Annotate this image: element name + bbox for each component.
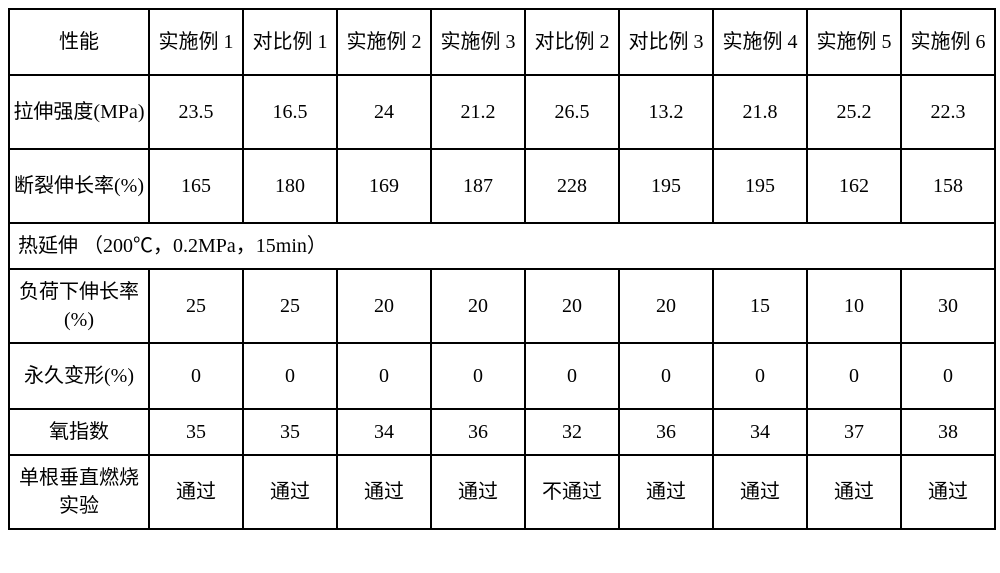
cell: 32: [525, 409, 619, 455]
cell: 20: [619, 269, 713, 343]
cell: 169: [337, 149, 431, 223]
cell: 165: [149, 149, 243, 223]
cell: 228: [525, 149, 619, 223]
cell: 0: [243, 343, 337, 409]
table-section-row: 热延伸 （200℃，0.2MPa，15min）: [9, 223, 995, 269]
cell: 21.8: [713, 75, 807, 149]
cell: 25: [243, 269, 337, 343]
col-header: 实施例 2: [337, 9, 431, 75]
row-label: 单根垂直燃烧实验: [9, 455, 149, 529]
cell: 13.2: [619, 75, 713, 149]
cell: 0: [525, 343, 619, 409]
col-header: 实施例 5: [807, 9, 901, 75]
cell: 通过: [149, 455, 243, 529]
cell: 34: [337, 409, 431, 455]
table-row: 永久变形(%) 0 0 0 0 0 0 0 0 0: [9, 343, 995, 409]
cell: 0: [901, 343, 995, 409]
table-row: 负荷下伸长率(%) 25 25 20 20 20 20 15 10 30: [9, 269, 995, 343]
col-header: 实施例 4: [713, 9, 807, 75]
cell: 195: [713, 149, 807, 223]
table-row: 氧指数 35 35 34 36 32 36 34 37 38: [9, 409, 995, 455]
col-header: 实施例 3: [431, 9, 525, 75]
cell: 26.5: [525, 75, 619, 149]
cell: 23.5: [149, 75, 243, 149]
cell: 通过: [243, 455, 337, 529]
col-header: 对比例 2: [525, 9, 619, 75]
cell: 通过: [713, 455, 807, 529]
cell: 20: [525, 269, 619, 343]
table-row: 拉伸强度(MPa) 23.5 16.5 24 21.2 26.5 13.2 21…: [9, 75, 995, 149]
section-header: 热延伸 （200℃，0.2MPa，15min）: [9, 223, 995, 269]
cell: 通过: [807, 455, 901, 529]
cell: 0: [337, 343, 431, 409]
cell: 通过: [619, 455, 713, 529]
cell: 162: [807, 149, 901, 223]
cell: 195: [619, 149, 713, 223]
cell: 22.3: [901, 75, 995, 149]
cell: 通过: [901, 455, 995, 529]
cell: 20: [337, 269, 431, 343]
row-label: 负荷下伸长率(%): [9, 269, 149, 343]
row-label: 断裂伸长率(%): [9, 149, 149, 223]
cell: 25: [149, 269, 243, 343]
cell: 0: [431, 343, 525, 409]
cell: 通过: [431, 455, 525, 529]
cell: 38: [901, 409, 995, 455]
cell: 10: [807, 269, 901, 343]
cell: 158: [901, 149, 995, 223]
cell: 36: [619, 409, 713, 455]
cell: 187: [431, 149, 525, 223]
cell: 25.2: [807, 75, 901, 149]
cell: 180: [243, 149, 337, 223]
col-header: 性能: [9, 9, 149, 75]
cell: 0: [149, 343, 243, 409]
cell: 15: [713, 269, 807, 343]
cell: 24: [337, 75, 431, 149]
cell: 35: [149, 409, 243, 455]
table-header-row: 性能 实施例 1 对比例 1 实施例 2 实施例 3 对比例 2 对比例 3 实…: [9, 9, 995, 75]
col-header: 实施例 1: [149, 9, 243, 75]
cell: 0: [713, 343, 807, 409]
cell: 37: [807, 409, 901, 455]
cell: 36: [431, 409, 525, 455]
cell: 34: [713, 409, 807, 455]
cell: 0: [619, 343, 713, 409]
row-label: 拉伸强度(MPa): [9, 75, 149, 149]
row-label: 永久变形(%): [9, 343, 149, 409]
col-header: 实施例 6: [901, 9, 995, 75]
cell: 16.5: [243, 75, 337, 149]
cell: 30: [901, 269, 995, 343]
cell: 35: [243, 409, 337, 455]
row-label: 氧指数: [9, 409, 149, 455]
cell: 不通过: [525, 455, 619, 529]
col-header: 对比例 3: [619, 9, 713, 75]
cell: 21.2: [431, 75, 525, 149]
table-body: 性能 实施例 1 对比例 1 实施例 2 实施例 3 对比例 2 对比例 3 实…: [9, 9, 995, 529]
cell: 20: [431, 269, 525, 343]
col-header: 对比例 1: [243, 9, 337, 75]
table-row: 单根垂直燃烧实验 通过 通过 通过 通过 不通过 通过 通过 通过 通过: [9, 455, 995, 529]
table-row: 断裂伸长率(%) 165 180 169 187 228 195 195 162…: [9, 149, 995, 223]
cell: 通过: [337, 455, 431, 529]
cell: 0: [807, 343, 901, 409]
properties-table: 性能 实施例 1 对比例 1 实施例 2 实施例 3 对比例 2 对比例 3 实…: [8, 8, 996, 530]
